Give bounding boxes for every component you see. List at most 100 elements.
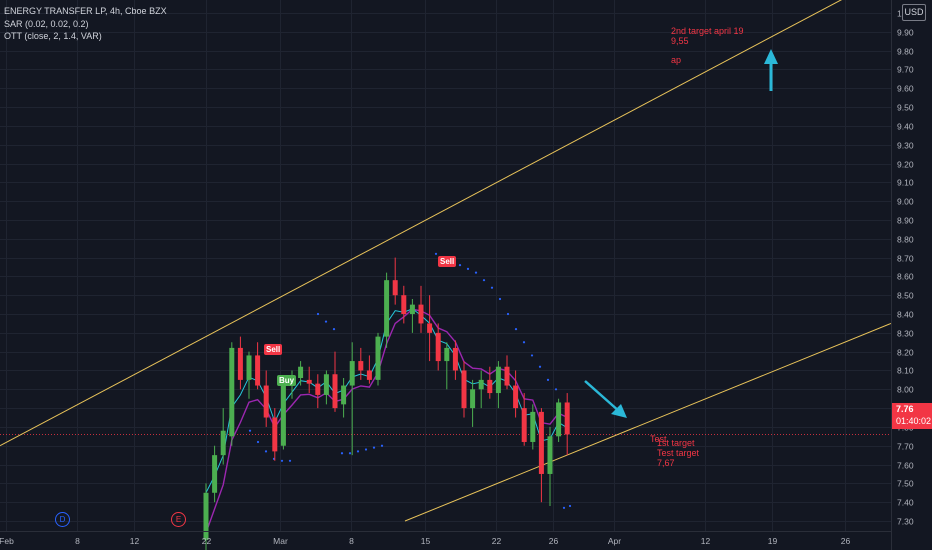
time-tick-label: 22 [202, 536, 212, 546]
sar-dot [372, 446, 376, 449]
sar-dot [514, 327, 518, 331]
sar-dot [280, 459, 284, 462]
price-tick-label: 9.30 [897, 141, 914, 151]
sar-dot [364, 448, 368, 451]
candle-body [229, 347, 235, 437]
candle-body [280, 381, 286, 446]
candle-body [298, 366, 304, 379]
sar-dot [466, 267, 470, 270]
sar-dot [490, 286, 494, 289]
last-price-label: 7.76 01:40:02 [892, 403, 932, 429]
sar-dot [538, 365, 542, 368]
candle-body [246, 355, 252, 380]
time-tick-label: 12 [701, 536, 711, 546]
candle-body [418, 304, 424, 324]
price-tick-label: 7.40 [897, 498, 914, 508]
sar-dot [356, 450, 360, 453]
candle-body [366, 370, 372, 380]
sar-dot [324, 320, 328, 323]
price-tick-label: 8.60 [897, 272, 914, 282]
candle-body [495, 366, 501, 394]
first-target-value[interactable]: 7,67 [657, 458, 675, 468]
trend-channel [0, 0, 892, 522]
buy-signal: Buy [277, 375, 297, 386]
price-tick-label: 7.50 [897, 479, 914, 489]
ap-note[interactable]: ap [671, 55, 682, 65]
price-tick-label: 9.40 [897, 122, 914, 132]
sell-signal: Sell [264, 344, 283, 355]
sar-dot [506, 312, 510, 316]
candle-body [349, 361, 355, 386]
candle-body [237, 347, 243, 380]
sar-dot [316, 312, 320, 316]
sar-dot [568, 504, 572, 508]
sar-dot [380, 444, 384, 447]
legend: ENERGY TRANSFER LP, 4h, Cboe BZX SAR (0.… [4, 5, 167, 43]
price-tick-label: 9.70 [897, 65, 914, 75]
second-target-note[interactable]: 2nd target april 19 [671, 26, 744, 36]
sar-dot [554, 388, 558, 391]
candle-body [538, 411, 544, 474]
price-tick-label: 9.10 [897, 178, 914, 188]
sar-dot [256, 440, 260, 444]
price-tick-label: 8.20 [897, 348, 914, 358]
candle-body [513, 385, 519, 409]
sar-dot [562, 506, 566, 509]
time-tick-label: 15 [421, 536, 431, 546]
legend-sar[interactable]: SAR (0.02, 0.02, 0.2) [4, 18, 89, 29]
price-tick-label: 9.60 [897, 84, 914, 94]
up-arrow-head [764, 49, 778, 64]
sar-dot [530, 354, 534, 357]
candle-body [470, 389, 476, 409]
candle-body [315, 383, 321, 395]
price-tick-label: 9.00 [897, 197, 914, 207]
candle-body [461, 370, 467, 409]
candle-body [530, 411, 536, 442]
down-arrow-shaft [584, 380, 621, 413]
dividend-marker[interactable]: D [55, 512, 70, 527]
price-tick-label: 8.90 [897, 216, 914, 226]
candle-body [427, 323, 433, 333]
price-tick-label: 8.30 [897, 329, 914, 339]
legend-ott[interactable]: OTT (close, 2, 1.4, VAR) [4, 31, 102, 41]
candle-body [255, 355, 261, 386]
price-tick-label: 7.60 [897, 461, 914, 471]
price-tick-label: 7.30 [897, 517, 914, 527]
candles [203, 257, 570, 550]
price-tick-label: 9.80 [897, 47, 914, 57]
down-arrow-head [611, 404, 627, 418]
price-tick-label: 9.20 [897, 160, 914, 170]
price-tick-label: 8.70 [897, 254, 914, 264]
candle-body [521, 408, 527, 442]
candle-body [547, 436, 553, 474]
legend-symbol[interactable]: ENERGY TRANSFER LP, 4h, Cboe BZX [4, 6, 167, 16]
candle-body [478, 379, 484, 390]
time-tick-label: 8 [349, 536, 354, 546]
sar-dot [546, 378, 550, 381]
channel-upper-line [0, 0, 843, 447]
price-tick-label: 8.40 [897, 310, 914, 320]
candle-body [272, 417, 278, 452]
second-target-value[interactable]: 9,55 [671, 36, 689, 46]
price-tick-label: 9.90 [897, 28, 914, 38]
price-tick-label: 7.70 [897, 442, 914, 452]
earnings-marker[interactable]: E [171, 512, 186, 527]
candle-body [392, 280, 398, 296]
price-tick-label: 8.10 [897, 366, 914, 376]
currency-button[interactable]: USD [902, 4, 926, 21]
test-note[interactable]: Test [650, 434, 667, 444]
sar-dot [248, 429, 252, 432]
price-axis [891, 0, 932, 550]
sar-dot [498, 297, 502, 301]
candle-body [564, 402, 570, 435]
time-tick-label: 8 [75, 536, 80, 546]
candle-body [203, 492, 209, 540]
test-target-note[interactable]: Test target [657, 448, 700, 458]
candle-body [384, 280, 390, 337]
sar-dot [458, 264, 462, 267]
candle-body [306, 379, 312, 384]
price-tick-label: 9.50 [897, 103, 914, 113]
candle-body [435, 332, 441, 362]
first-target-note[interactable]: 1st target [657, 438, 695, 448]
